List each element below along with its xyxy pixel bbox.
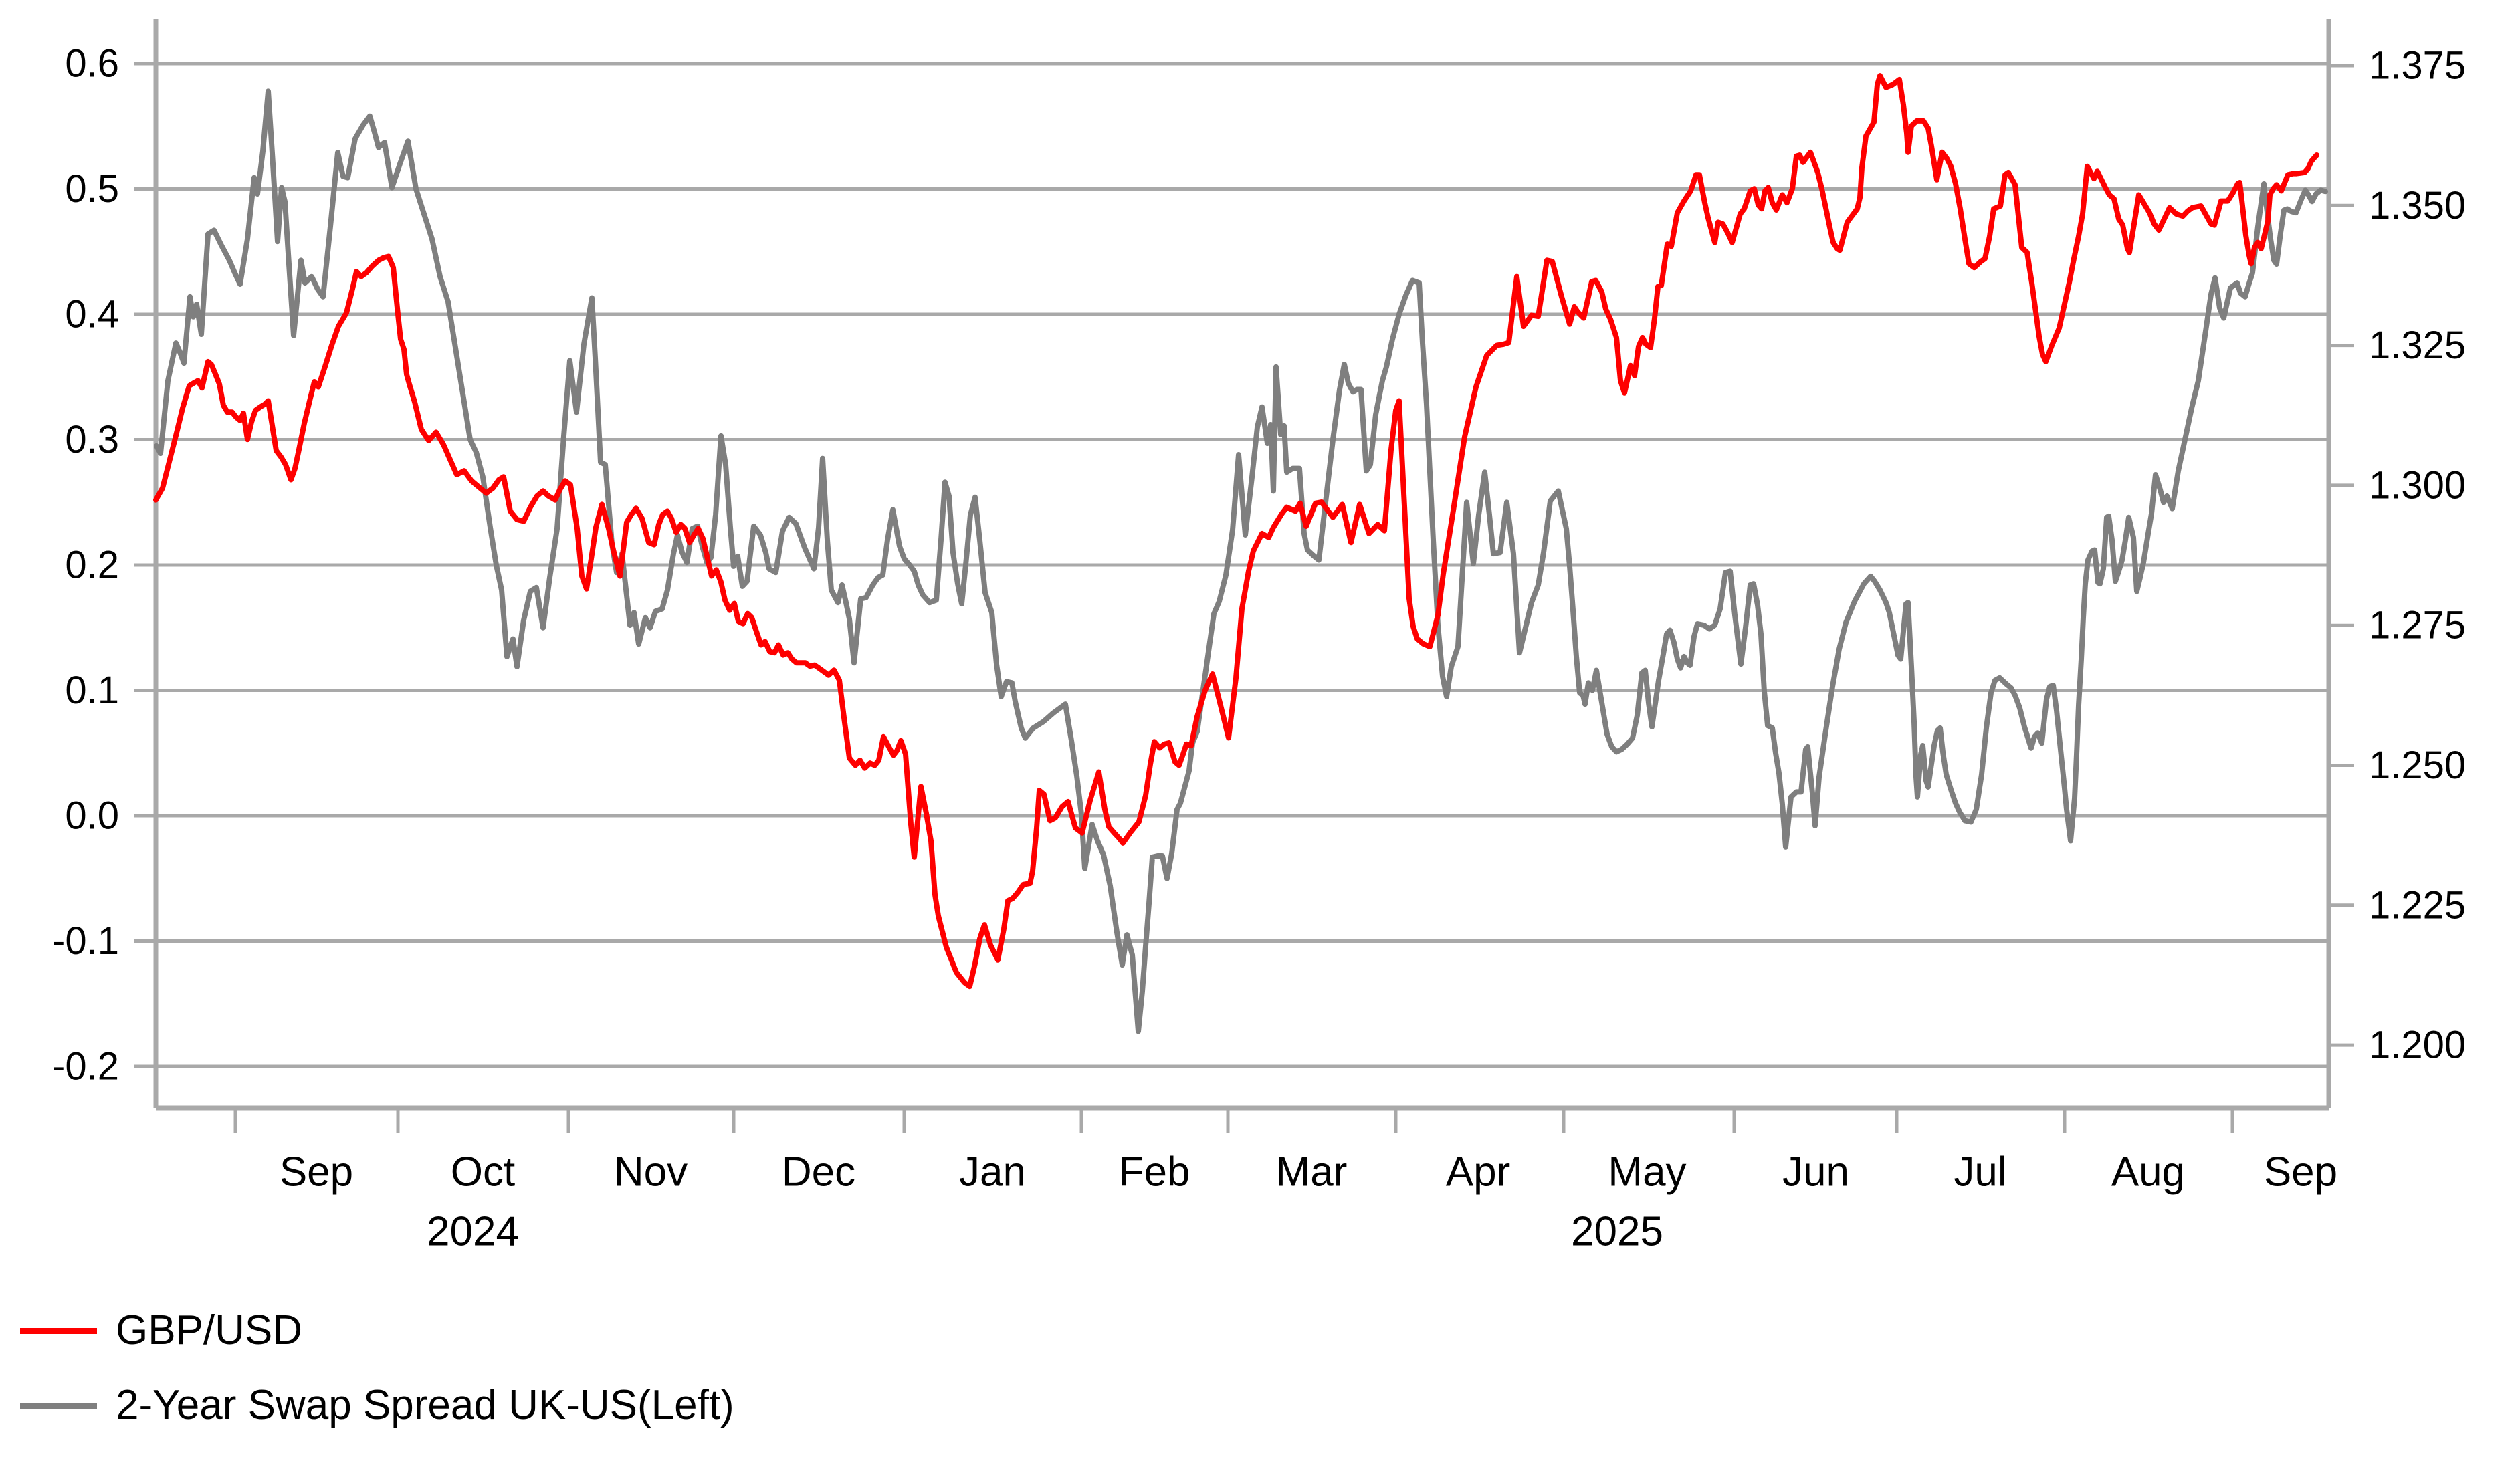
series-line-gbpusd (153, 73, 2319, 990)
month-label: Oct (451, 1149, 515, 1196)
legend-item-gbpusd: GBP/USD (20, 1307, 734, 1354)
legend-swatch-red-line (20, 1327, 97, 1334)
left-axis-tick-label: -0.1 (52, 919, 119, 963)
left-axis-tick-label: 0.5 (65, 167, 119, 211)
right-axis-tick-label: 1.200 (2369, 1024, 2466, 1067)
month-label: Feb (1119, 1149, 1190, 1196)
left-axis-tick-label: 0.4 (65, 293, 119, 336)
month-label: Dec (782, 1149, 855, 1196)
left-axis-tick-label: 0.1 (65, 669, 119, 712)
left-axis-tick-label: 0.3 (65, 418, 119, 461)
legend-item-swap-spread: 2-Year Swap Spread UK-US(Left) (20, 1382, 734, 1429)
legend-label-swap-spread: 2-Year Swap Spread UK-US(Left) (116, 1382, 734, 1428)
chart-legend: GBP/USD 2-Year Swap Spread UK-US(Left) (20, 1307, 734, 1429)
year-label: 2025 (1571, 1209, 1663, 1255)
year-label: 2024 (427, 1209, 519, 1255)
month-label: Apr (1446, 1149, 1510, 1196)
month-label: Sep (2264, 1149, 2337, 1196)
month-label: Jan (959, 1149, 1026, 1196)
left-axis-tick-label: 0.6 (65, 42, 119, 86)
right-axis-tick-label: 1.350 (2369, 184, 2466, 227)
month-label: Mar (1276, 1149, 1348, 1196)
month-label: Aug (2111, 1149, 2185, 1196)
right-axis-tick-label: 1.250 (2369, 744, 2466, 787)
right-axis-tick-label: 1.275 (2369, 604, 2466, 647)
month-label: Jul (1954, 1149, 2006, 1196)
month-label: May (1608, 1149, 1686, 1196)
legend-label-gbpusd: GBP/USD (116, 1307, 303, 1353)
month-label: Jun (1782, 1149, 1849, 1196)
right-axis-tick-label: 1.325 (2369, 324, 2466, 367)
right-axis-tick-label: 1.375 (2369, 44, 2466, 88)
month-label: Nov (614, 1149, 688, 1196)
month-label: Sep (280, 1149, 353, 1196)
right-axis-tick-label: 1.225 (2369, 883, 2466, 927)
left-axis-tick-label: 0.2 (65, 544, 119, 587)
left-axis-tick-label: -0.2 (52, 1045, 119, 1089)
series-line-swap-spread (154, 88, 2328, 1034)
legend-swatch-gray-line (20, 1402, 97, 1409)
left-axis-tick-label: 0.0 (65, 794, 119, 838)
right-axis-tick-label: 1.300 (2369, 463, 2466, 507)
